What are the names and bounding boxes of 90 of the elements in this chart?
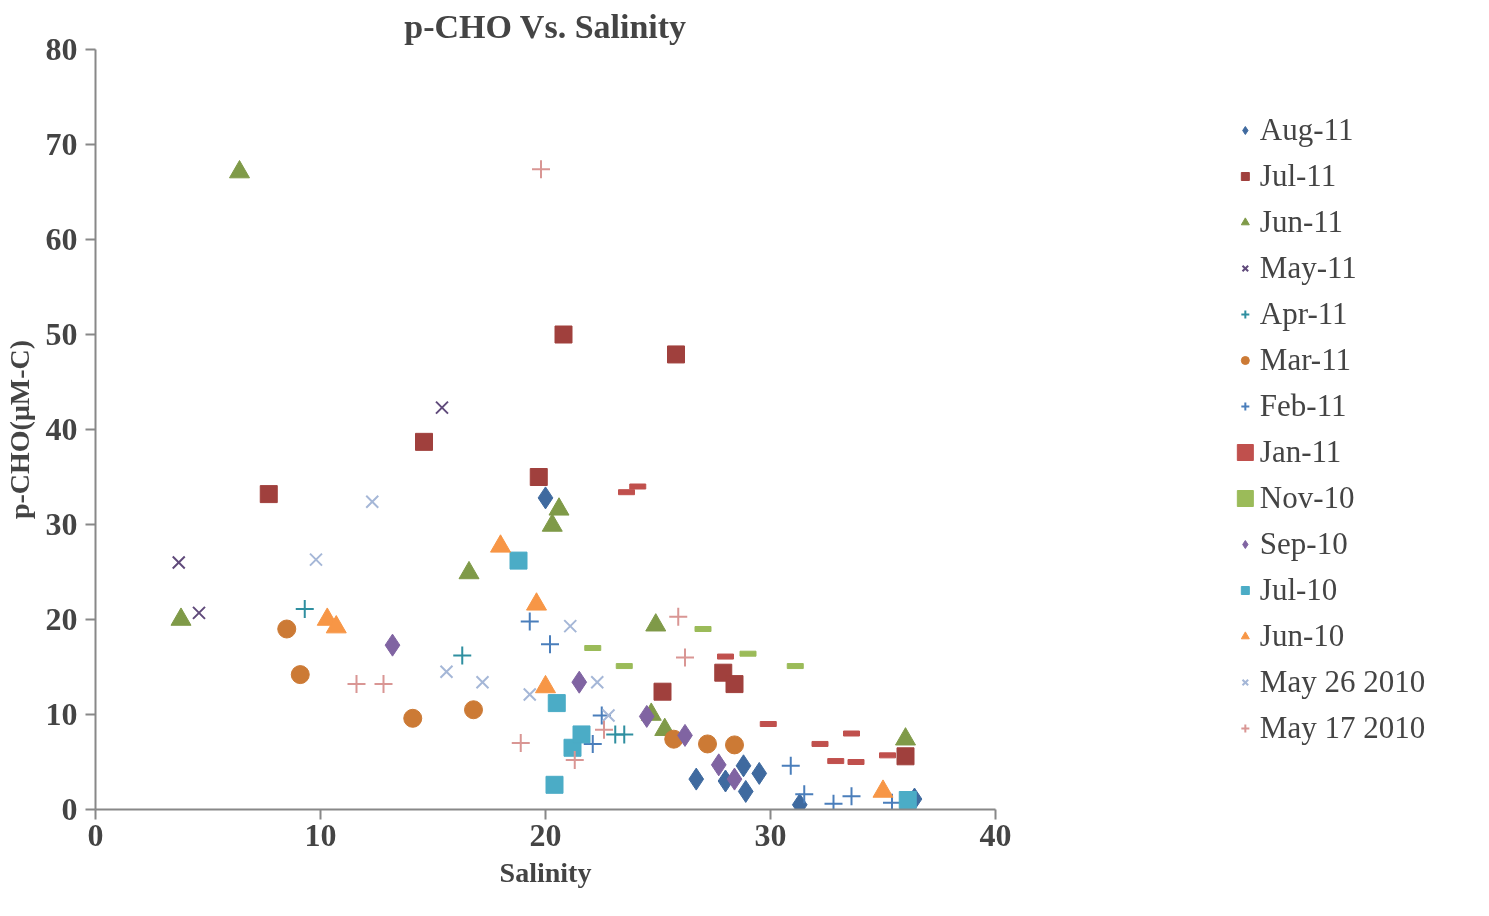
point bbox=[547, 694, 566, 713]
point bbox=[540, 634, 560, 655]
point bbox=[582, 733, 603, 754]
point bbox=[735, 754, 752, 778]
y-tick-label: 20 bbox=[45, 601, 78, 637]
point bbox=[668, 606, 689, 627]
point bbox=[675, 647, 695, 668]
y-tick-label: 40 bbox=[45, 411, 78, 447]
point bbox=[688, 767, 705, 791]
point bbox=[294, 599, 315, 620]
chart-title: p-CHO Vs. Salinity bbox=[404, 7, 687, 45]
legend-label: Jul-10 bbox=[1259, 572, 1338, 608]
legend-label: Jun-10 bbox=[1259, 618, 1345, 654]
point bbox=[737, 779, 754, 803]
legend-label: Nov-10 bbox=[1259, 480, 1355, 516]
point bbox=[290, 665, 310, 685]
point bbox=[171, 555, 186, 570]
legend-label: May 26 2010 bbox=[1259, 664, 1426, 700]
point bbox=[509, 551, 528, 570]
legend-label: Apr-11 bbox=[1259, 296, 1348, 332]
point bbox=[780, 755, 801, 776]
point bbox=[434, 400, 450, 415]
x-axis-title: Salinity bbox=[499, 856, 592, 888]
point bbox=[725, 735, 744, 755]
x-tick-label: 20 bbox=[529, 816, 562, 853]
y-tick-label: 80 bbox=[45, 31, 78, 67]
x-tick-label: 0 bbox=[87, 816, 104, 853]
point bbox=[564, 750, 585, 771]
point bbox=[510, 733, 531, 753]
point bbox=[554, 325, 573, 344]
legend-label: Jan-11 bbox=[1259, 434, 1342, 470]
legend-label: May 17 2010 bbox=[1259, 710, 1426, 746]
point bbox=[519, 611, 540, 632]
y-tick-label: 60 bbox=[45, 221, 78, 257]
x-tick-label: 10 bbox=[304, 816, 337, 853]
point bbox=[667, 345, 685, 364]
point bbox=[259, 485, 278, 504]
point bbox=[191, 605, 207, 620]
point bbox=[751, 761, 768, 785]
point bbox=[384, 633, 401, 657]
point bbox=[373, 674, 394, 695]
y-tick-label: 0 bbox=[61, 791, 78, 827]
point bbox=[590, 675, 605, 690]
point bbox=[464, 700, 483, 720]
point bbox=[572, 725, 591, 744]
legend-label: May-11 bbox=[1259, 250, 1357, 286]
point bbox=[563, 619, 578, 634]
point bbox=[475, 675, 490, 690]
point bbox=[698, 734, 717, 754]
y-tick-label: 70 bbox=[45, 126, 78, 162]
point bbox=[710, 753, 727, 777]
point bbox=[537, 486, 554, 510]
legend-label: Aug-11 bbox=[1259, 112, 1354, 148]
legend-label: Mar-11 bbox=[1259, 342, 1352, 378]
point bbox=[594, 719, 614, 740]
legend-label: Sep-10 bbox=[1259, 526, 1348, 562]
point bbox=[882, 792, 902, 810]
point bbox=[725, 675, 744, 694]
point bbox=[531, 159, 551, 180]
point bbox=[346, 674, 367, 695]
point bbox=[365, 494, 380, 509]
x-tick-label: 30 bbox=[754, 816, 787, 853]
point bbox=[726, 767, 743, 791]
point bbox=[545, 775, 564, 794]
x-tick-label: 40 bbox=[979, 816, 1012, 853]
point bbox=[522, 687, 537, 702]
legend-label: Feb-11 bbox=[1259, 388, 1347, 424]
point bbox=[529, 468, 548, 486]
point bbox=[653, 682, 672, 701]
point bbox=[403, 708, 423, 728]
point bbox=[439, 664, 454, 679]
point bbox=[452, 645, 473, 666]
y-axis-title: p-CHO(μM-C) bbox=[3, 339, 35, 520]
point bbox=[794, 784, 815, 805]
point bbox=[277, 619, 297, 639]
y-tick-label: 50 bbox=[45, 316, 78, 352]
point bbox=[601, 708, 616, 723]
point bbox=[614, 724, 635, 745]
legend-label: Jul-11 bbox=[1259, 158, 1337, 194]
point bbox=[591, 705, 612, 726]
point bbox=[896, 747, 915, 766]
point bbox=[898, 791, 917, 809]
y-tick-label: 10 bbox=[45, 696, 78, 732]
point bbox=[571, 670, 588, 694]
point bbox=[415, 432, 433, 451]
legend-label: Jun-11 bbox=[1259, 204, 1344, 240]
point bbox=[638, 704, 655, 728]
y-tick-label: 30 bbox=[45, 506, 78, 542]
point bbox=[308, 552, 324, 567]
point bbox=[841, 786, 862, 807]
